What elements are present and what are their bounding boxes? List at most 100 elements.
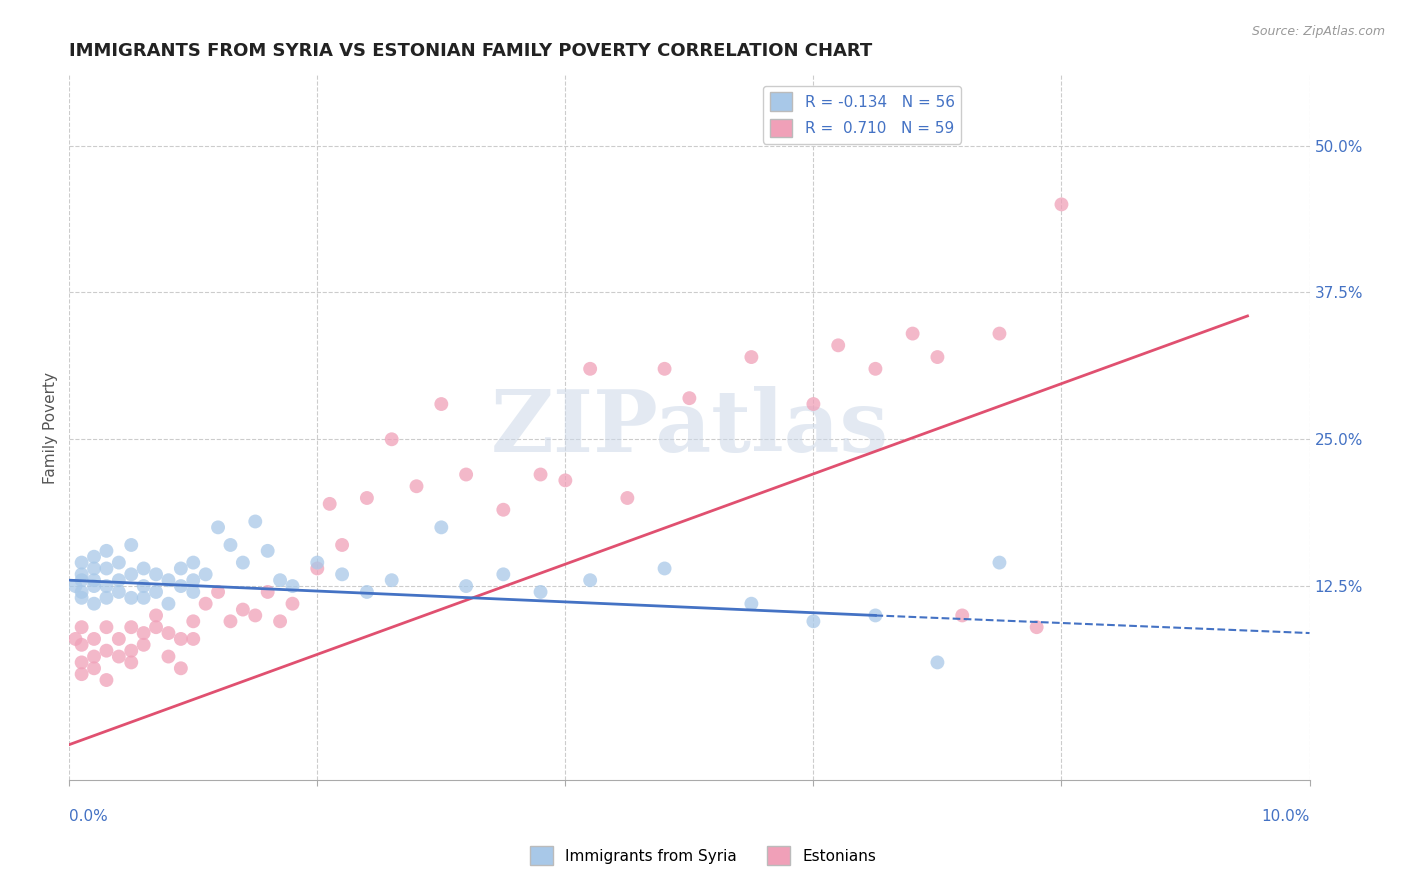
Point bbox=[219, 615, 242, 629]
Point bbox=[120, 656, 142, 670]
Point bbox=[120, 591, 142, 605]
Point bbox=[181, 556, 204, 570]
Point bbox=[96, 591, 118, 605]
Point bbox=[108, 573, 131, 587]
Point bbox=[256, 585, 278, 599]
Point bbox=[120, 538, 142, 552]
Point bbox=[654, 561, 676, 575]
Point bbox=[132, 591, 155, 605]
Point bbox=[616, 491, 638, 505]
Point bbox=[96, 544, 118, 558]
Point bbox=[988, 556, 1011, 570]
Point bbox=[157, 626, 180, 640]
Point bbox=[901, 326, 924, 341]
Point bbox=[529, 585, 551, 599]
Point bbox=[108, 632, 131, 646]
Point bbox=[492, 502, 515, 516]
Point bbox=[120, 567, 142, 582]
Point bbox=[269, 573, 291, 587]
Point bbox=[83, 549, 105, 564]
Point bbox=[181, 615, 204, 629]
Point bbox=[1025, 620, 1047, 634]
Legend: R = -0.134   N = 56, R =  0.710   N = 59: R = -0.134 N = 56, R = 0.710 N = 59 bbox=[763, 87, 960, 144]
Point bbox=[70, 591, 93, 605]
Point bbox=[381, 432, 404, 446]
Point bbox=[170, 661, 193, 675]
Point bbox=[740, 350, 762, 364]
Point bbox=[145, 567, 167, 582]
Point bbox=[356, 491, 378, 505]
Point bbox=[356, 585, 378, 599]
Point bbox=[803, 615, 825, 629]
Point bbox=[70, 573, 93, 587]
Point bbox=[157, 573, 180, 587]
Point bbox=[269, 615, 291, 629]
Point bbox=[654, 361, 676, 376]
Point bbox=[145, 620, 167, 634]
Point bbox=[96, 673, 118, 687]
Point bbox=[579, 361, 602, 376]
Point bbox=[678, 391, 700, 405]
Point bbox=[157, 649, 180, 664]
Point bbox=[456, 467, 478, 482]
Point bbox=[330, 567, 353, 582]
Text: 10.0%: 10.0% bbox=[1261, 809, 1309, 824]
Point bbox=[245, 515, 267, 529]
Point bbox=[65, 579, 87, 593]
Point bbox=[330, 538, 353, 552]
Point bbox=[132, 561, 155, 575]
Point bbox=[83, 579, 105, 593]
Point bbox=[70, 667, 93, 681]
Text: IMMIGRANTS FROM SYRIA VS ESTONIAN FAMILY POVERTY CORRELATION CHART: IMMIGRANTS FROM SYRIA VS ESTONIAN FAMILY… bbox=[69, 42, 873, 60]
Point bbox=[70, 620, 93, 634]
Point bbox=[232, 556, 254, 570]
Point bbox=[430, 520, 453, 534]
Point bbox=[307, 556, 329, 570]
Point bbox=[145, 585, 167, 599]
Point bbox=[181, 585, 204, 599]
Point bbox=[456, 579, 478, 593]
Point bbox=[96, 561, 118, 575]
Point bbox=[170, 561, 193, 575]
Point bbox=[132, 638, 155, 652]
Point bbox=[83, 632, 105, 646]
Point bbox=[579, 573, 602, 587]
Point bbox=[65, 632, 87, 646]
Point bbox=[740, 597, 762, 611]
Point bbox=[865, 608, 887, 623]
Point bbox=[318, 497, 340, 511]
Text: Source: ZipAtlas.com: Source: ZipAtlas.com bbox=[1251, 25, 1385, 38]
Point bbox=[827, 338, 849, 352]
Point bbox=[70, 585, 93, 599]
Legend: Immigrants from Syria, Estonians: Immigrants from Syria, Estonians bbox=[523, 840, 883, 871]
Point bbox=[83, 649, 105, 664]
Point bbox=[194, 567, 217, 582]
Point bbox=[70, 638, 93, 652]
Point bbox=[108, 649, 131, 664]
Point bbox=[232, 602, 254, 616]
Point bbox=[219, 538, 242, 552]
Point bbox=[70, 567, 93, 582]
Point bbox=[170, 632, 193, 646]
Point bbox=[194, 597, 217, 611]
Point bbox=[96, 620, 118, 634]
Point bbox=[927, 350, 949, 364]
Point bbox=[281, 579, 304, 593]
Point bbox=[281, 597, 304, 611]
Point bbox=[405, 479, 427, 493]
Point bbox=[256, 544, 278, 558]
Point bbox=[181, 632, 204, 646]
Point bbox=[950, 608, 973, 623]
Point bbox=[108, 585, 131, 599]
Point bbox=[207, 520, 229, 534]
Point bbox=[83, 597, 105, 611]
Point bbox=[132, 626, 155, 640]
Point bbox=[132, 579, 155, 593]
Y-axis label: Family Poverty: Family Poverty bbox=[44, 372, 58, 483]
Point bbox=[865, 361, 887, 376]
Point bbox=[120, 620, 142, 634]
Point bbox=[70, 656, 93, 670]
Point bbox=[108, 556, 131, 570]
Point bbox=[207, 585, 229, 599]
Point bbox=[988, 326, 1011, 341]
